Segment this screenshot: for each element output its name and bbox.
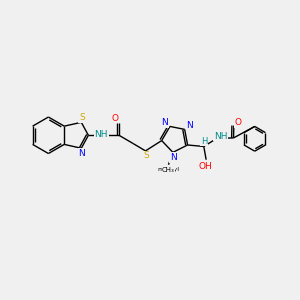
Text: NH: NH	[214, 132, 227, 141]
Text: CH₃: CH₃	[162, 167, 175, 173]
Text: NH: NH	[94, 130, 108, 140]
Text: N: N	[79, 149, 85, 158]
Text: N: N	[162, 118, 168, 127]
Text: H: H	[201, 137, 207, 146]
Text: methyl: methyl	[157, 167, 179, 172]
Text: O: O	[111, 114, 118, 123]
Text: N: N	[186, 122, 193, 130]
Text: OH: OH	[199, 162, 213, 171]
Text: N: N	[170, 153, 177, 162]
Text: S: S	[143, 152, 149, 160]
Text: O: O	[235, 118, 242, 127]
Text: S: S	[79, 113, 85, 122]
